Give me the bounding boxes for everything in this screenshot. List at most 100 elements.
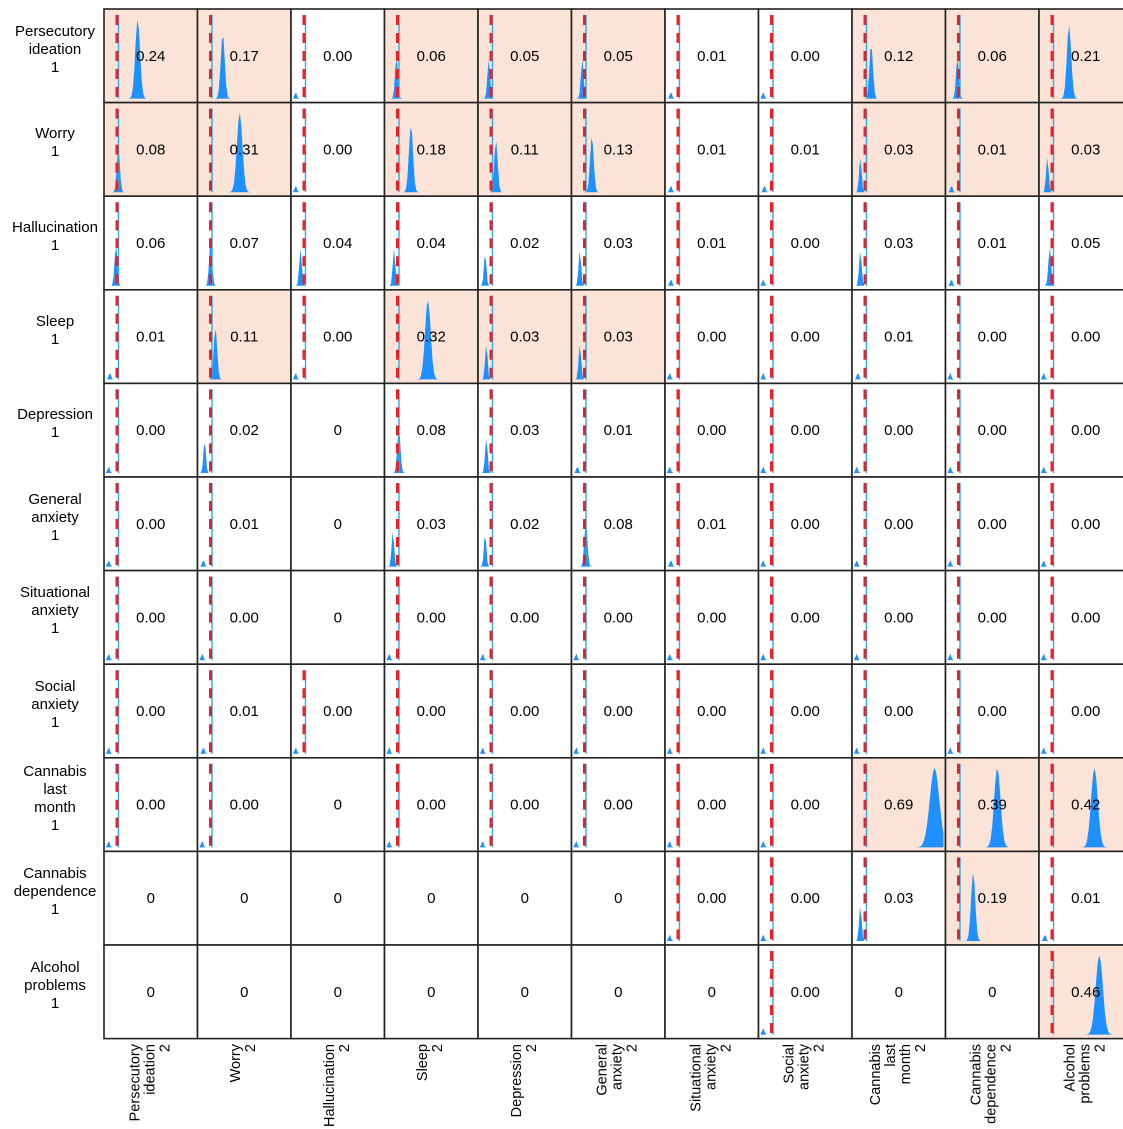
cell-value: 0.01: [791, 141, 820, 158]
density-curve: [199, 328, 289, 380]
cell-value: 0.02: [510, 235, 539, 252]
cell-5-8: 0.00: [851, 476, 947, 572]
cell-0-3: 0.06: [383, 8, 479, 104]
cell-2-1: 0.07: [196, 195, 292, 291]
cell-8-8: 0.69: [851, 756, 947, 853]
row-label: General anxiety 1: [3, 491, 107, 545]
density-curve: [573, 59, 663, 99]
cell-bg: [290, 569, 386, 665]
cell-bg: [477, 756, 573, 853]
column-label-wrap: Worry 2: [198, 1040, 291, 1129]
cell-value: 0.00: [791, 516, 820, 533]
row-label-line: ideation: [28, 40, 82, 58]
cell-2-4: 0.02: [477, 195, 573, 291]
cell-4-3: 0.08: [383, 382, 479, 478]
cell-3-8: 0.01: [851, 288, 947, 385]
cell-value: 0.01: [697, 141, 726, 158]
column-label-wrap: General anxiety 2: [572, 1040, 665, 1129]
density-curve: [386, 248, 476, 286]
density-curve: [854, 251, 944, 286]
cell-value: 0.00: [884, 703, 913, 720]
cell-0-10: 0.21: [1038, 8, 1123, 104]
row-label: Cannabis last month 1: [3, 763, 107, 835]
density-curve: [1041, 246, 1123, 286]
row-label-line: Alcohol: [30, 958, 80, 976]
row-label-line: problems: [24, 976, 86, 994]
cell-9-7: 0.00: [757, 850, 853, 946]
cell-2-0: 0.06: [103, 195, 199, 291]
density-curve: [386, 127, 476, 193]
column-label-line: Cannabis: [867, 1044, 884, 1106]
cell-bg: [757, 476, 853, 572]
density-curve: [573, 251, 663, 286]
cell-value: 0.00: [884, 422, 913, 439]
cell-9-1: 0: [196, 850, 292, 946]
column-label-wrap: Social anxiety 2: [759, 1040, 852, 1129]
cell-bg: [664, 288, 760, 385]
row-label: Sleep 1: [3, 313, 107, 349]
cell-value: 0.00: [791, 984, 820, 1001]
column-label-line: Hallucination: [321, 1044, 338, 1128]
row-label-line: Situational: [19, 584, 91, 602]
cell-bg: [664, 944, 760, 1040]
column-label-wrap: Cannabis last month 2: [852, 1040, 945, 1129]
cell-value: 0.03: [604, 329, 633, 346]
cell-bg: [477, 288, 573, 385]
cell-9-4: 0: [477, 850, 573, 946]
cell-10-9: 0: [944, 944, 1040, 1040]
cell-bg: [570, 195, 666, 291]
cell-9-8: 0.03: [851, 850, 947, 946]
cell-value: 0.00: [697, 329, 726, 346]
cell-value: 0.00: [510, 609, 539, 626]
row-label-line: Cannabis: [23, 865, 87, 883]
cell-5-1: 0.01: [196, 476, 292, 572]
cell-bg: [944, 195, 1040, 291]
cell-value: 0.00: [978, 516, 1007, 533]
cell-value: 0.06: [978, 48, 1007, 65]
cell-bg: [757, 569, 853, 665]
cell-value: 0.00: [604, 609, 633, 626]
cell-4-7: 0.00: [757, 382, 853, 478]
column-label: Social anxiety 2: [782, 1044, 828, 1090]
column-label-line: 2: [998, 1044, 1015, 1053]
cell-value: 0: [708, 984, 716, 1001]
cell-bg: [757, 944, 853, 1040]
cell-5-6: 0.01: [664, 476, 760, 572]
column-label-line: 2: [624, 1044, 641, 1053]
cell-value: 0.00: [417, 609, 446, 626]
cell-value: 0: [147, 984, 155, 1001]
cell-bg: [196, 476, 292, 572]
cell-value: 0.05: [604, 48, 633, 65]
cell-bg: [944, 663, 1040, 759]
cell-bg: [944, 476, 1040, 572]
density-curve: [480, 345, 570, 380]
column-label-line: General: [594, 1044, 611, 1096]
column-label-line: 2: [243, 1044, 259, 1053]
cell-value: 0: [240, 890, 248, 907]
cell-value: 0.00: [791, 235, 820, 252]
cell-9-9: 0.19: [944, 850, 1040, 946]
column-label: Alcohol problems 2: [1062, 1044, 1108, 1104]
cell-bg: [851, 944, 947, 1040]
cell-value: 0.00: [323, 48, 352, 65]
cell-7-6: 0.00: [664, 663, 760, 759]
cell-3-1: 0.11: [196, 288, 292, 385]
cell-bg: [477, 663, 573, 759]
cell-value: 0: [334, 984, 342, 1001]
cell-6-7: 0.00: [757, 569, 853, 665]
cell-bg: [477, 850, 573, 946]
cell-value: 0.11: [511, 141, 539, 158]
cell-5-4: 0.02: [477, 476, 573, 572]
row-label-line: Hallucination: [12, 219, 98, 236]
cell-bg: [851, 288, 947, 385]
cell-value: 0.21: [1071, 48, 1100, 65]
row-label-line: 1: [50, 330, 60, 348]
cell-bg: [290, 288, 386, 385]
cell-4-1: 0.02: [196, 382, 292, 478]
cell-value: 0.03: [884, 890, 913, 907]
cell-10-5: 0: [570, 944, 666, 1040]
cell-bg: [944, 850, 1040, 946]
row-label-line: 1: [50, 143, 60, 161]
column-label: General anxiety 2: [594, 1044, 641, 1096]
cell-7-2: 0.00: [290, 663, 386, 759]
